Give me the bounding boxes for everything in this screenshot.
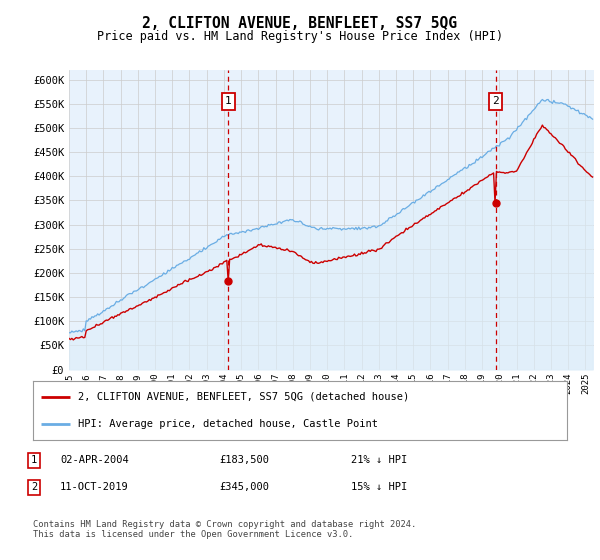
Text: 21% ↓ HPI: 21% ↓ HPI (351, 455, 407, 465)
Text: HPI: Average price, detached house, Castle Point: HPI: Average price, detached house, Cast… (79, 419, 379, 429)
Text: Contains HM Land Registry data © Crown copyright and database right 2024.
This d: Contains HM Land Registry data © Crown c… (33, 520, 416, 539)
Text: Price paid vs. HM Land Registry's House Price Index (HPI): Price paid vs. HM Land Registry's House … (97, 30, 503, 43)
Text: 2: 2 (31, 482, 37, 492)
Text: 15% ↓ HPI: 15% ↓ HPI (351, 482, 407, 492)
Text: 1: 1 (31, 455, 37, 465)
Text: 1: 1 (225, 96, 232, 106)
Text: 2: 2 (492, 96, 499, 106)
Text: 02-APR-2004: 02-APR-2004 (60, 455, 129, 465)
Text: 11-OCT-2019: 11-OCT-2019 (60, 482, 129, 492)
Text: £345,000: £345,000 (219, 482, 269, 492)
Text: £183,500: £183,500 (219, 455, 269, 465)
Text: 2, CLIFTON AVENUE, BENFLEET, SS7 5QG (detached house): 2, CLIFTON AVENUE, BENFLEET, SS7 5QG (de… (79, 391, 410, 402)
Text: 2, CLIFTON AVENUE, BENFLEET, SS7 5QG: 2, CLIFTON AVENUE, BENFLEET, SS7 5QG (143, 16, 458, 31)
